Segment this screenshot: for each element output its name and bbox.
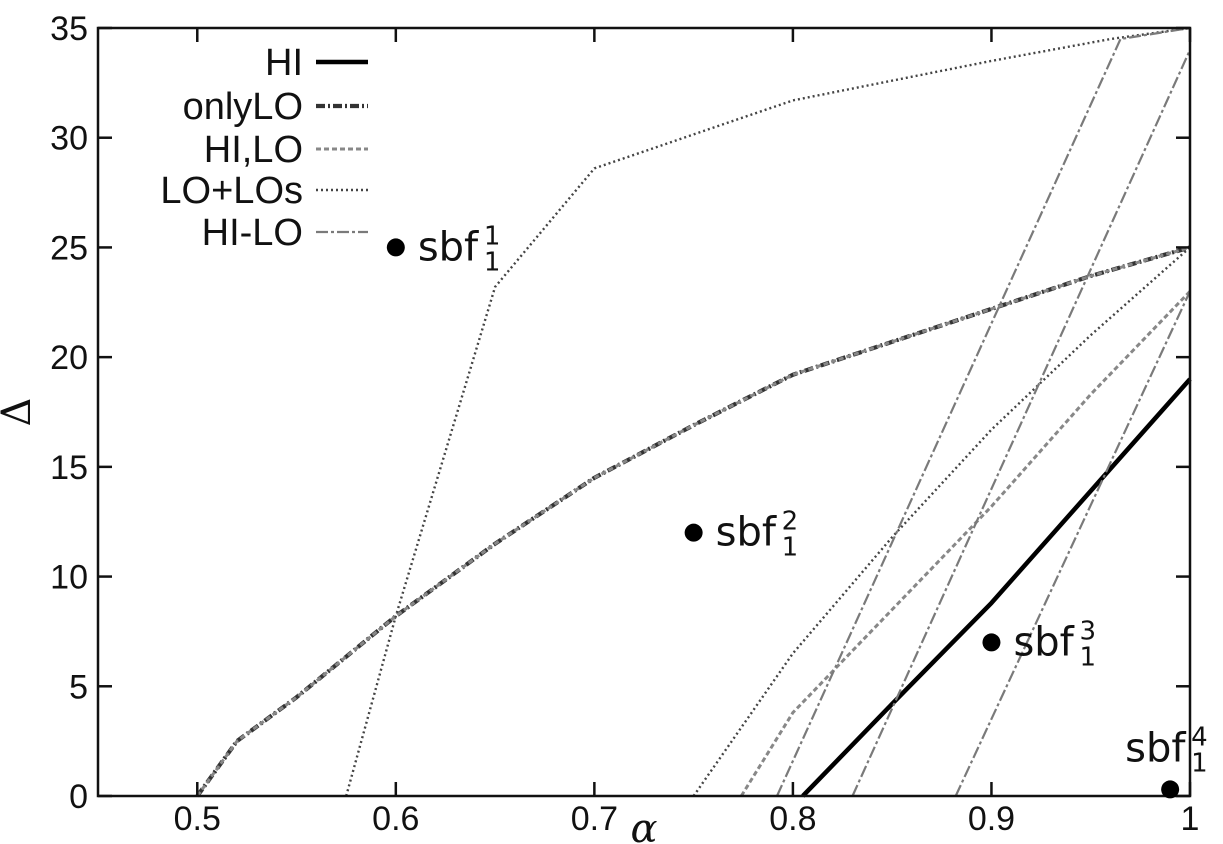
annotation-sbf1-4: sbf 41: [1125, 722, 1208, 799]
annotation-superscript: 1: [484, 221, 501, 251]
data-point: [1161, 780, 1180, 799]
annotation-superscript: 2: [782, 507, 799, 537]
data-point: [684, 523, 703, 542]
y-tick-label: 25: [50, 229, 88, 267]
annotation-superscript: 4: [1191, 722, 1208, 752]
x-tick-label: 0.9: [968, 800, 1015, 838]
series-line-hi-1: [801, 377, 1192, 798]
annotation-label: sbf: [1125, 725, 1186, 771]
y-tick-label: 20: [50, 339, 88, 377]
legend-entry-hi: HI: [265, 42, 368, 84]
series-layer: [195, 26, 1192, 798]
x-axis-label: α: [630, 806, 657, 844]
legend-entry-onlylo: onlyLO: [183, 86, 368, 128]
x-tick-label: 1: [1181, 800, 1200, 838]
legend-label: onlyLO: [183, 86, 303, 128]
legend-entry-hi-lo: HI-LO: [202, 212, 368, 254]
annotation-subscript: 1: [1079, 642, 1096, 672]
annotation-label: sbf: [1013, 619, 1074, 665]
annotation-subscript: 1: [1191, 748, 1208, 778]
series-line-hi-lo-2: [740, 290, 1192, 797]
annotation-subscript: 1: [484, 247, 501, 277]
data-point: [386, 238, 405, 257]
annotation-label: sbf: [716, 510, 777, 556]
annotation-sbf1-1: sbf 11: [386, 221, 501, 277]
x-tick-label: 0.5: [174, 800, 221, 838]
legend-entry-hi-lo: HI,LO: [204, 129, 368, 171]
x-tick-label: 0.6: [372, 800, 419, 838]
y-tick-label: 10: [50, 559, 88, 597]
annotation-superscript: 3: [1079, 616, 1096, 646]
annotation-sbf1-3: sbf 31: [982, 616, 1096, 672]
annotation-subscript: 1: [782, 533, 799, 563]
y-tick-label: 0: [69, 778, 88, 816]
legend-label: LO+LOs: [160, 170, 303, 212]
x-tick-label: 0.7: [571, 800, 618, 838]
annotation-sbf1-2: sbf 21: [684, 507, 799, 563]
plot-frame: [96, 26, 1192, 798]
series-line-hi-lo-1: [775, 26, 1191, 797]
x-tick-label: 0.8: [769, 800, 816, 838]
series-line-hi-lo-2: [851, 49, 1192, 797]
legend-label: HI-LO: [202, 212, 303, 254]
legend-entry-lo-los: LO+LOs: [160, 170, 368, 212]
data-point: [982, 633, 1001, 652]
legend-label: HI: [265, 42, 303, 84]
y-tick-label: 5: [69, 668, 88, 706]
y-tick-label: 15: [50, 449, 88, 487]
y-axis-label: Δ: [0, 398, 40, 427]
y-tick-label: 30: [50, 120, 88, 158]
legend-label: HI,LO: [204, 129, 303, 171]
series-line-hi-lo-3: [954, 290, 1191, 797]
annotation-label: sbf: [418, 224, 479, 270]
y-tick-label: 35: [50, 10, 88, 48]
series-line-hi-lo-1: [196, 245, 1191, 797]
